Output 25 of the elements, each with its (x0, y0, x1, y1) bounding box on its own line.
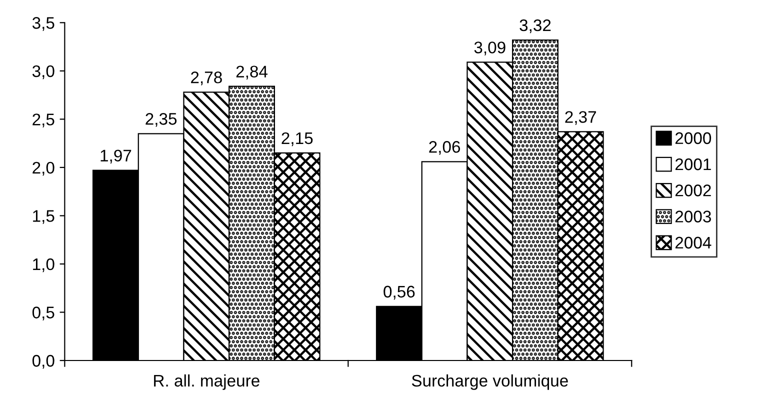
y-tick-label: 2,5 (32, 114, 54, 128)
data-label: 2,78 (191, 72, 222, 86)
y-tick-label: 1,0 (33, 258, 54, 272)
data-label: 3,32 (520, 19, 551, 34)
legend-label: 2001 (675, 158, 711, 170)
y-tick-label: 2,0 (32, 162, 54, 176)
data-label: 1,97 (100, 150, 132, 164)
data-label: 2,37 (565, 111, 596, 125)
legend-label: 2003 (675, 210, 711, 222)
y-tick-label: 3,5 (32, 17, 54, 31)
data-label: 0,56 (384, 286, 415, 300)
legend-label: 2002 (675, 184, 711, 196)
data-label: 2,15 (282, 132, 313, 146)
y-tick-label: 0,0 (32, 354, 54, 369)
y-tick-label: 3,0 (32, 65, 54, 80)
y-tick-label: 0,5 (32, 306, 54, 320)
y-tick-label: 1,5 (33, 210, 54, 224)
data-label: 2,06 (429, 141, 460, 155)
data-label: 2,84 (236, 66, 268, 80)
legend-label: 2004 (675, 236, 712, 249)
legend-label: 2000 (675, 132, 712, 144)
x-tick-label: Surcharge volumique (412, 374, 568, 390)
data-label: 3,09 (474, 42, 506, 56)
x-tick-label: R. all. majeure (154, 374, 260, 390)
data-label: 2,35 (146, 113, 177, 127)
